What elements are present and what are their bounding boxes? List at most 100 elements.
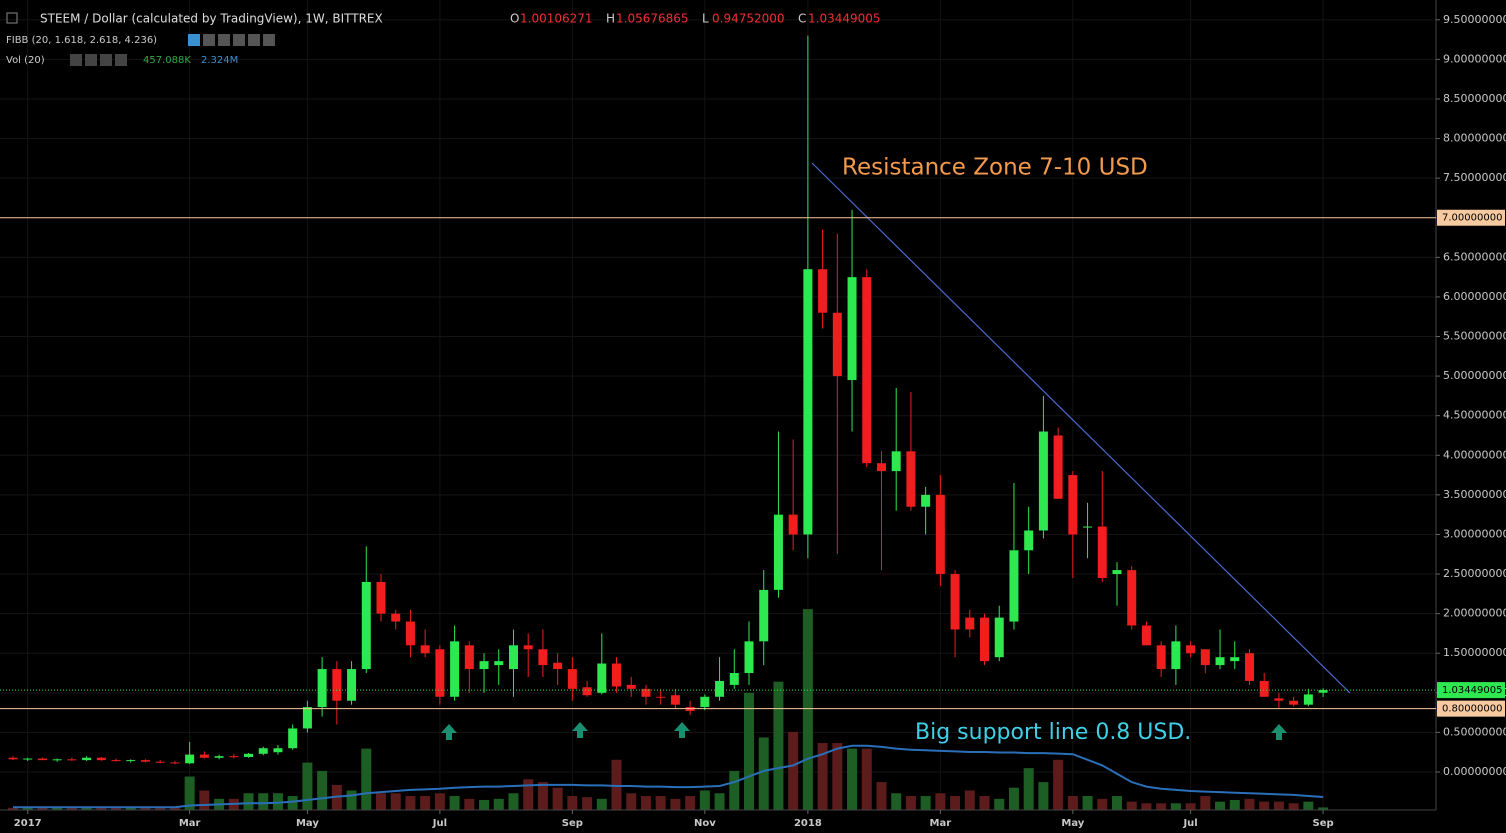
y-tick-label: 5.50000000 [1443, 330, 1506, 343]
volume-bar [1008, 787, 1019, 810]
candle-body [567, 669, 577, 689]
ohlc-key: O [510, 12, 519, 26]
candle-body [538, 649, 548, 666]
button[interactable] [85, 54, 97, 66]
candle-body [1186, 645, 1196, 654]
volume-bar [640, 796, 651, 810]
candle-body [1053, 435, 1063, 499]
button[interactable] [233, 34, 245, 46]
candle-body [1303, 694, 1313, 705]
volume-bar [479, 799, 490, 810]
volume-bar [155, 807, 166, 810]
volume-bar [376, 793, 386, 810]
volume-bar [847, 748, 858, 810]
button[interactable] [218, 34, 230, 46]
x-tick-label: Nov [694, 818, 716, 829]
indicator-buttons[interactable] [70, 54, 127, 66]
y-tick-label: 1.50000000 [1443, 646, 1506, 659]
volume-bar [37, 807, 48, 810]
volume-bar [876, 782, 887, 810]
candle-body [553, 662, 563, 670]
candle-body [626, 684, 636, 689]
price-label: 1.03449005 [1442, 685, 1502, 696]
button[interactable] [248, 34, 260, 46]
volume-bar [22, 807, 33, 810]
candle-body [140, 760, 150, 762]
candle-body [185, 754, 195, 764]
candle-body [96, 757, 106, 761]
grid [0, 0, 1436, 810]
volume-bar [935, 793, 946, 810]
button[interactable] [263, 34, 275, 46]
ohlc-key: L [702, 12, 709, 26]
y-tick-label: 7.50000000 [1443, 171, 1506, 184]
candle-body [479, 661, 489, 670]
volume-bar [346, 790, 357, 810]
candle-body [1215, 657, 1225, 666]
candle-body [523, 645, 533, 650]
candle-body [52, 759, 62, 761]
volume-bar [464, 798, 475, 810]
volume-bar [258, 793, 269, 810]
candle-body [670, 695, 680, 705]
volume-bar [861, 748, 872, 810]
annotation: Resistance Zone 7-10 USD [842, 155, 1148, 181]
indicator-buttons[interactable] [188, 34, 275, 46]
volume-bar [287, 796, 298, 810]
button[interactable] [188, 34, 200, 46]
button[interactable] [203, 34, 215, 46]
x-tick-label: Sep [562, 818, 583, 829]
candle-body [1156, 645, 1166, 670]
volume-bar [994, 798, 1005, 810]
candle-body [37, 758, 47, 761]
candle-body [965, 617, 975, 630]
button[interactable] [70, 54, 82, 66]
volume-ma-line [13, 744, 1324, 809]
candle-body [317, 669, 327, 708]
candle-body [876, 463, 886, 472]
candle-body [759, 589, 769, 642]
annotation: Big support line 0.8 USD. [915, 720, 1191, 745]
volume-bar [1097, 798, 1108, 810]
candle-body [229, 756, 239, 758]
volume-bar [596, 798, 607, 810]
x-tick-label: 2018 [794, 818, 822, 829]
volume-bar [685, 796, 696, 810]
candle-body [199, 754, 209, 758]
candle-body [1289, 700, 1299, 705]
volume-bar [626, 793, 637, 810]
candle-body [361, 581, 371, 670]
ohlc-value: 1.03449005 [808, 12, 881, 26]
x-tick-label: Sep [1313, 818, 1334, 829]
candle-body [258, 748, 268, 754]
candle-body [847, 277, 857, 381]
candle-body [391, 613, 401, 622]
candle-body [818, 269, 828, 313]
y-tick-label: 3.50000000 [1443, 488, 1506, 501]
candle-body [715, 680, 725, 697]
volume-bar [758, 737, 769, 810]
collapse-icon[interactable] [6, 12, 18, 24]
trend-line [811, 162, 1351, 694]
volume-bar [52, 807, 63, 810]
volume-bar [523, 779, 534, 810]
volume-bar [950, 796, 961, 810]
candle-body [126, 760, 136, 762]
candle-body [8, 757, 18, 760]
volume-bar [1141, 803, 1152, 810]
volume-bar [611, 759, 622, 810]
button[interactable] [100, 54, 112, 66]
volume-bar [199, 790, 210, 810]
volume-bar [420, 796, 431, 810]
candle-body [1259, 680, 1269, 697]
volume-bar [905, 796, 916, 810]
candle-body [700, 696, 710, 708]
candle-body [435, 649, 445, 697]
volume-bar [817, 743, 828, 810]
candle-body [23, 758, 33, 760]
candle-layer [8, 35, 1328, 765]
candle-body [1009, 550, 1019, 622]
volume-bar [699, 790, 710, 810]
candle-body [1230, 657, 1240, 662]
button[interactable] [115, 54, 127, 66]
